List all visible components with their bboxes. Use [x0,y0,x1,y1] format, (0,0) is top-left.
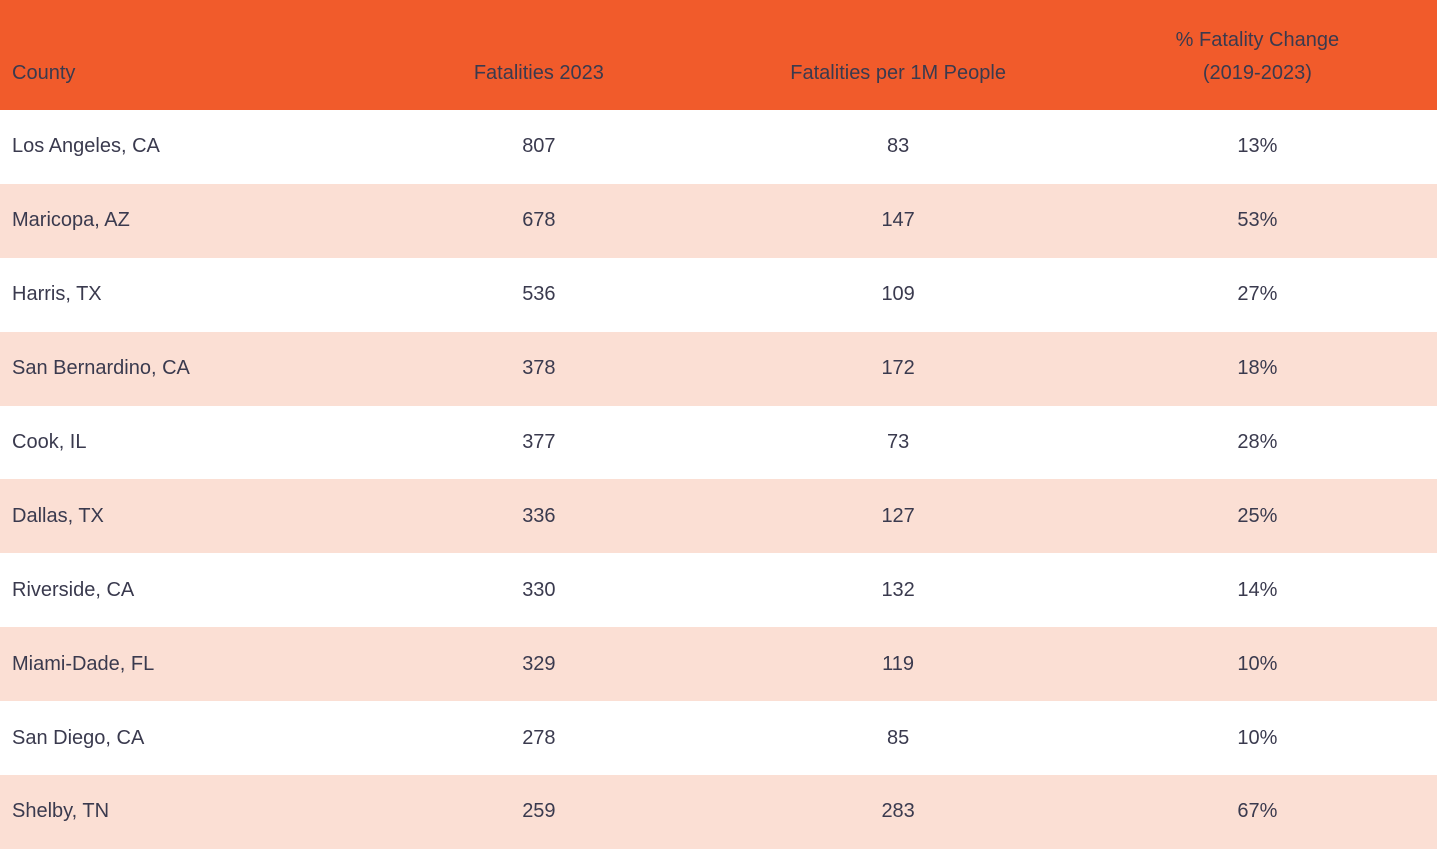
county-cell: Maricopa, AZ [12,209,130,232]
fatalities-2023-cell: 259 [522,800,556,823]
column-header-fatalities-per-1m: Fatalities per 1M People [790,62,1006,84]
table-row: Maricopa, AZ 678 147 53% [0,183,1437,258]
table-row: San Bernardino, CA 378 172 18% [0,331,1437,406]
table-row: Cook, IL 377 73 28% [0,405,1437,480]
table-row: Harris, TX 536 109 27% [0,257,1437,332]
fatalities-per-1m-cell: 283 [881,800,915,823]
fatalities-2023-cell: 378 [522,357,556,380]
pct-change-cell: 10% [1237,652,1278,675]
pct-change-cell: 25% [1237,504,1278,527]
pct-change-cell: 13% [1237,135,1278,158]
county-cell: Los Angeles, CA [12,135,160,158]
fatalities-per-1m-cell: 83 [887,135,910,158]
fatalities-per-1m-cell: 85 [887,726,910,749]
fatalities-2023-cell: 678 [522,209,556,232]
table-row: San Diego, CA 278 85 10% [0,701,1437,776]
county-cell: San Diego, CA [12,726,145,749]
fatalities-2023-cell: 336 [522,504,556,527]
county-cell: San Bernardino, CA [12,357,190,380]
pct-change-cell: 18% [1237,357,1278,380]
column-header-fatalities-2023: Fatalities 2023 [473,62,604,84]
county-cell: Harris, TX [12,283,102,306]
county-cell: Miami-Dade, FL [12,652,155,675]
column-header-pct-fatality-change: % Fatality Change (2019-2023) [1175,29,1340,84]
county-cell: Shelby, TN [12,800,110,823]
fatalities-per-1m-cell: 73 [887,431,910,453]
fatalities-per-1m-cell: 127 [881,504,915,527]
county-cell: Dallas, TX [12,504,104,527]
pct-change-cell: 53% [1237,209,1278,232]
table-row: Los Angeles, CA 807 83 13% [0,110,1437,184]
pct-change-cell: 67% [1237,800,1278,823]
fatalities-2023-cell: 377 [522,431,556,453]
fatalities-per-1m-cell: 119 [882,652,915,675]
fatalities-2023-cell: 278 [522,726,556,749]
pct-change-cell: 10% [1237,726,1278,749]
pct-change-cell: 27% [1237,283,1278,306]
fatalities-2023-cell: 536 [522,283,556,306]
fatalities-2023-cell: 330 [522,578,556,601]
fatalities-2023-cell: 807 [522,135,556,158]
county-cell: Cook, IL [12,431,87,453]
table-row: Riverside, CA 330 132 14% [0,553,1437,628]
county-cell: Riverside, CA [12,578,135,601]
fatalities-per-1m-cell: 109 [881,283,915,306]
column-header-county: County [12,62,76,84]
table-row: Dallas, TX 336 127 25% [0,479,1437,554]
table-header-row: County Fatalities 2023 Fatalities per 1M… [0,0,1437,110]
fatalities-2023-cell: 329 [522,652,556,675]
table-row: Shelby, TN 259 283 67% [0,775,1437,849]
table-row: Miami-Dade, FL 329 119 10% [0,627,1437,702]
pct-change-cell: 14% [1237,578,1278,601]
fatalities-per-1m-cell: 172 [881,357,915,380]
fatalities-per-1m-cell: 132 [881,578,915,601]
fatalities-per-1m-cell: 147 [881,209,915,232]
pct-change-cell: 28% [1237,431,1278,453]
